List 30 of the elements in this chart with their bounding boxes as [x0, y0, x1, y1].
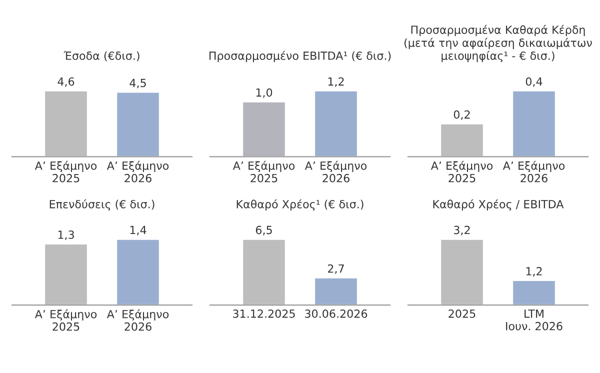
- data-label: 0,2: [454, 110, 470, 120]
- data-label: 6,5: [256, 226, 272, 236]
- x-tick-label: 31.12.2025: [233, 309, 295, 318]
- chart-title: Καθαρό Χρέος¹ (€ δισ.): [236, 199, 364, 211]
- x-tick-label: Α’ Εξάμηνο 2025: [232, 160, 295, 182]
- x-tick-label: LTM Ιουν. 2026: [506, 310, 562, 330]
- x-tick-label: Α’ Εξάμηνο 2026: [106, 309, 169, 331]
- data-label: 4,5: [130, 78, 146, 88]
- x-tick-label: 2025: [448, 309, 476, 318]
- x-tick-label: Α’ Εξάμηνο 2025: [430, 160, 493, 182]
- data-label: 1,4: [130, 226, 146, 236]
- chart-title: Προσαρμοσμένο EBITDA¹ (€ δισ.): [209, 50, 391, 62]
- x-tick-label: Α’ Εξάμηνο 2026: [502, 160, 565, 182]
- x-tick-label: Α’ Εξάμηνο 2025: [34, 309, 97, 331]
- data-label: 3,2: [454, 226, 470, 236]
- chart-title: Έσοδα (€δισ.): [64, 50, 140, 62]
- data-label: 2,7: [328, 264, 344, 274]
- data-label: 4,6: [58, 77, 74, 87]
- chart-title: Προσαρμοσμένα Καθαρά Κέρδη (μετά την αφαίρεση δικαιωμάτων μειοψηφίας¹ - € δισ.): [404, 24, 592, 62]
- data-label: 0,4: [526, 77, 542, 87]
- chart-title: Επενδύσεις (€ δισ.): [50, 199, 154, 211]
- data-label: 1,2: [526, 267, 542, 277]
- x-tick-label: 30.06.2026: [305, 309, 368, 318]
- x-tick-label: Α’ Εξάμηνο 2025: [34, 160, 97, 182]
- x-tick-label: Α’ Εξάμηνο 2026: [304, 160, 367, 182]
- chart-title: Καθαρό Χρέος / EBITDA: [433, 199, 564, 211]
- x-tick-label: Α’ Εξάμηνο 2026: [106, 160, 169, 182]
- data-label: 1,3: [58, 230, 74, 240]
- data-label: 1,2: [328, 77, 344, 87]
- data-label: 1,0: [256, 88, 272, 98]
